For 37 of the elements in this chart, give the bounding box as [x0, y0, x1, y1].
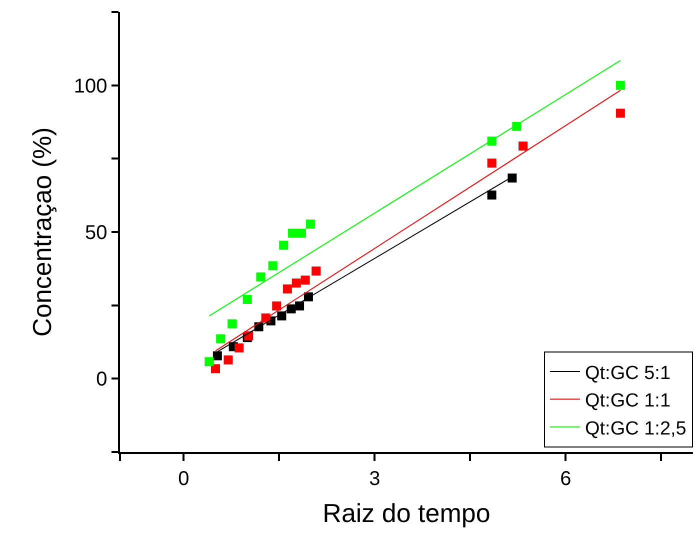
y-axis-title: Concentraçao (%) [26, 127, 57, 337]
x-tick-label: 6 [560, 468, 572, 490]
point [234, 343, 244, 352]
point [292, 278, 301, 288]
point [508, 174, 517, 183]
point [212, 351, 222, 360]
point [312, 266, 321, 276]
y-tick-label: 100 [74, 75, 108, 98]
point [300, 276, 310, 285]
point [295, 301, 304, 310]
point [518, 142, 528, 151]
point [256, 272, 266, 282]
point [268, 261, 278, 270]
point [211, 364, 220, 374]
point [224, 355, 233, 364]
point [487, 190, 496, 200]
x-tick-label: 0 [178, 468, 190, 490]
point [216, 334, 226, 344]
point [296, 228, 306, 238]
point [242, 294, 252, 304]
legend-label: Qt:GC 1:2,5 [585, 418, 686, 440]
point [616, 108, 625, 118]
x-axis-title: Raiz do tempo [322, 498, 490, 528]
point [616, 80, 625, 90]
point [272, 301, 282, 310]
legend-label: Qt:GC 1:1 [585, 390, 671, 412]
point [487, 158, 496, 168]
point [282, 284, 292, 294]
legend-label: Qt:GC 5:1 [585, 362, 671, 384]
point [228, 319, 237, 328]
point [288, 228, 298, 238]
point [306, 220, 315, 229]
point [279, 240, 288, 250]
x-tick-label: 3 [369, 468, 380, 490]
y-tick-label: 0 [96, 368, 108, 391]
point [204, 357, 214, 366]
y-tick-label: 50 [85, 222, 108, 244]
